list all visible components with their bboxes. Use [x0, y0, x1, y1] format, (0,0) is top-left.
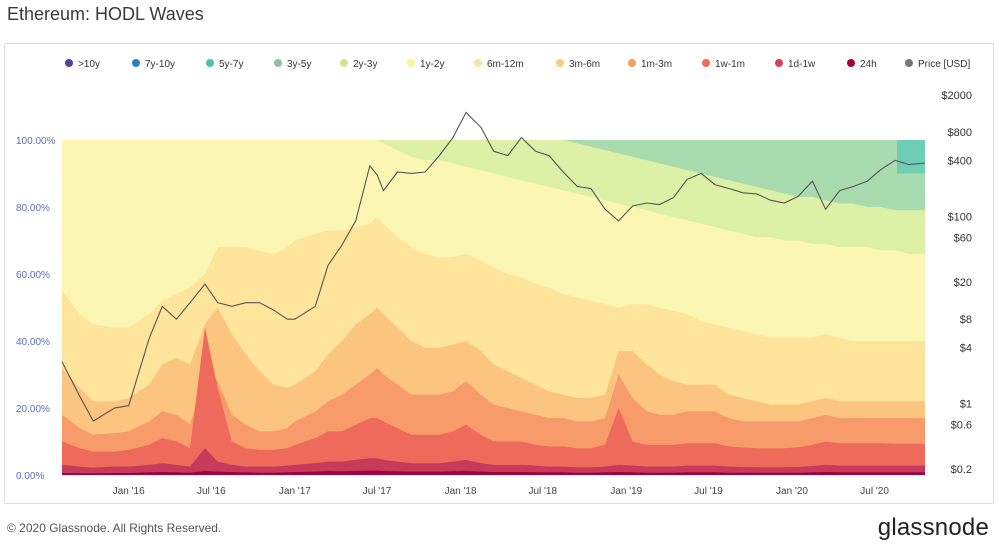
y-right-tick-label: $2000: [941, 90, 972, 102]
y-left-tick-label: 100.00%: [16, 136, 56, 147]
y-right-tick-label: $100: [948, 212, 972, 224]
legend-item[interactable]: 3y-5y: [274, 59, 311, 70]
legend-label: 1m-3m: [641, 59, 672, 70]
y-left-tick-label: 0.00%: [16, 471, 44, 482]
chart-legend: >10y 7y-10y 5y-7y 3y-5y 2y-3y 1y-2y 6m-12m 3m-6…: [65, 59, 970, 70]
legend-marker: [628, 59, 636, 67]
legend-marker: [775, 59, 783, 67]
legend-item[interactable]: 1m-3m: [628, 59, 672, 70]
y-right-tick-label: $400: [948, 155, 972, 167]
legend-label: 1d-1w: [788, 59, 816, 70]
price-line: [61, 111, 926, 422]
y-left-tick-label: 60.00%: [16, 270, 50, 281]
x-tick-label: Jul '20: [860, 486, 889, 497]
legend-label: 1w-1m: [715, 59, 745, 70]
legend-marker: [702, 59, 710, 67]
y-left-tick-label: 40.00%: [16, 337, 50, 348]
legend-item[interactable]: 3m-6m: [556, 59, 600, 70]
legend-label: 6m-12m: [487, 59, 524, 70]
legend-marker: [407, 59, 415, 67]
x-tick-label: Jan '19: [610, 486, 642, 497]
legend-label: 3y-5y: [287, 59, 311, 70]
y-left-tick-label: 80.00%: [16, 203, 50, 214]
legend-item[interactable]: 1w-1m: [702, 59, 745, 70]
legend-label: 5y-7y: [219, 59, 243, 70]
x-tick-label: Jul '18: [528, 486, 557, 497]
legend-item[interactable]: Price [USD]: [905, 59, 970, 70]
right-axis-ticks: $0.2 $0.6 $1 $4 $8 $20 $60 $100 $400 $800 $2000: [941, 90, 972, 476]
y-left-tick-label: 20.00%: [16, 404, 50, 415]
legend-label: >10y: [78, 59, 100, 70]
x-tick-label: Jul '17: [363, 486, 392, 497]
band-1d-1w: [62, 448, 925, 475]
x-axis-ticks: Jan '16 Jul '16 Jan '17 Jul '17 Jan '18 Jul '…: [113, 486, 890, 497]
legend-label: 3m-6m: [569, 59, 600, 70]
price-line-group: [61, 111, 926, 422]
legend-marker: [847, 59, 855, 67]
glassnode-logo: glassnode: [877, 514, 989, 541]
y-right-tick-label: $20: [954, 277, 972, 289]
legend-item[interactable]: 1d-1w: [775, 59, 816, 70]
copyright-notice: © 2020 Glassnode. All Rights Reserved.: [7, 521, 222, 535]
x-tick-label: Jul '16: [197, 486, 226, 497]
legend-label: 1y-2y: [420, 59, 444, 70]
legend-item[interactable]: 2y-3y: [340, 59, 377, 70]
legend-item[interactable]: >10y: [65, 59, 100, 70]
y-right-tick-label: $0.2: [951, 464, 972, 476]
y-right-tick-label: $8: [960, 314, 972, 326]
age-band-areas: [62, 140, 925, 475]
legend-marker: [206, 59, 214, 67]
legend-item[interactable]: 6m-12m: [474, 59, 524, 70]
y-right-tick-label: $0.6: [951, 419, 972, 431]
legend-marker: [340, 59, 348, 67]
x-tick-label: Jan '17: [279, 486, 311, 497]
x-tick-label: Jul '19: [694, 486, 723, 497]
legend-label: 7y-10y: [145, 59, 175, 70]
legend-label: 2y-3y: [353, 59, 377, 70]
legend-item[interactable]: 5y-7y: [206, 59, 243, 70]
legend-marker: [556, 59, 564, 67]
x-tick-label: Jan '20: [776, 486, 808, 497]
y-right-tick-label: $1: [960, 399, 972, 411]
x-tick-label: Jan '18: [445, 486, 477, 497]
legend-marker: [132, 59, 140, 67]
band-5y-7y: [897, 140, 925, 174]
legend-label: Price [USD]: [918, 59, 970, 70]
legend-marker: [474, 59, 482, 67]
legend-label: 24h: [860, 59, 877, 70]
band-24h: [62, 470, 925, 475]
left-axis-ticks: 0.00% 20.00% 40.00% 60.00% 80.00% 100.00%: [16, 136, 56, 482]
band-1w-1m: [62, 327, 925, 475]
legend-item[interactable]: 1y-2y: [407, 59, 444, 70]
legend-marker: [905, 59, 913, 67]
x-tick-label: Jan '16: [113, 486, 145, 497]
y-right-tick-label: $800: [948, 127, 972, 139]
legend-marker: [274, 59, 282, 67]
y-right-tick-label: $4: [960, 342, 972, 354]
legend-item[interactable]: 7y-10y: [132, 59, 175, 70]
chart-frame: [4, 43, 994, 504]
legend-item[interactable]: 24h: [847, 59, 877, 70]
legend-marker: [65, 59, 73, 67]
page-title: Ethereum: HODL Waves: [7, 4, 204, 24]
y-right-tick-label: $60: [954, 232, 972, 244]
